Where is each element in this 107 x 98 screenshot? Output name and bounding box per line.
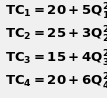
- Text: $\mathbf{TC_1 = 20 + 5Q_1^2}$: $\mathbf{TC_1 = 20 + 5Q_1^2}$: [5, 1, 107, 22]
- Text: $\mathbf{TC_3 = 15 + 4Q_3^2}$: $\mathbf{TC_3 = 15 + 4Q_3^2}$: [5, 49, 107, 69]
- Text: $\mathbf{TC_4 = 20 + 6Q_4^2}$: $\mathbf{TC_4 = 20 + 6Q_4^2}$: [5, 72, 107, 92]
- Text: $\mathbf{TC_2 = 25 + 3Q_2^2}$: $\mathbf{TC_2 = 25 + 3Q_2^2}$: [5, 25, 107, 45]
